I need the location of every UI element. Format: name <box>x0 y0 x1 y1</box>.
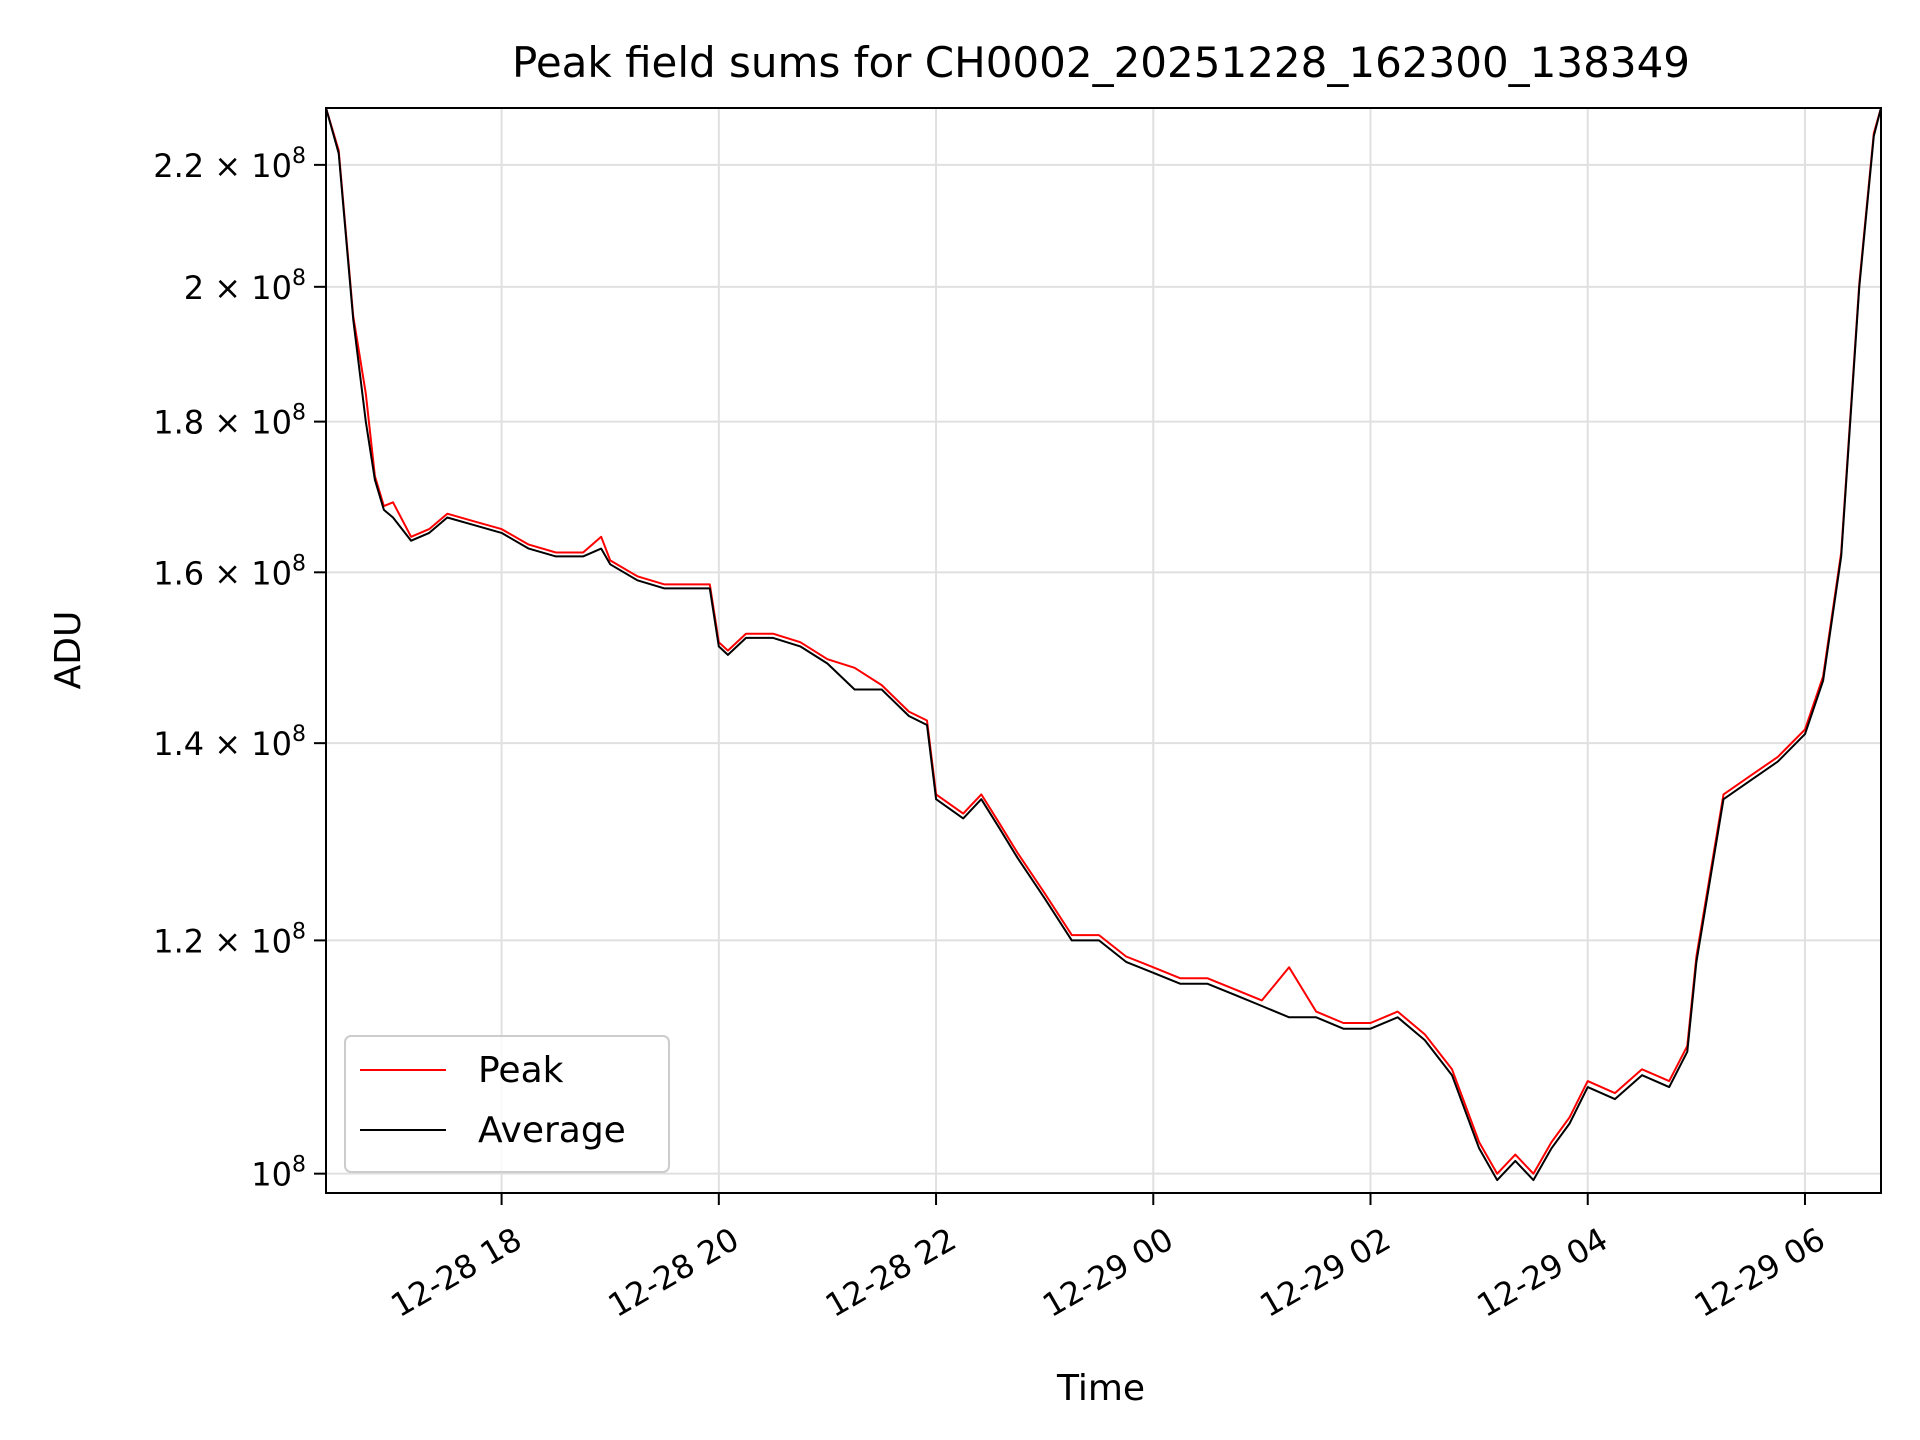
y-tick-label: 1.2 × 108 <box>153 919 306 960</box>
legend-label: Peak <box>478 1050 564 1091</box>
series-line-peak <box>325 107 1882 1175</box>
series-line-average <box>325 107 1882 1182</box>
legend-label: Average <box>478 1110 626 1151</box>
grid <box>326 108 1881 1193</box>
chart-title: Peak field sums for CH0002_20251228_1623… <box>512 38 1690 87</box>
legend: Peak Average <box>344 1035 670 1173</box>
y-tick-label: 1.8 × 108 <box>153 401 306 442</box>
y-tick-label: 108 <box>251 1153 306 1194</box>
x-axis-label: Time <box>1056 1368 1145 1409</box>
y-axis-label: ADU <box>48 611 89 690</box>
y-tick-label: 2.2 × 108 <box>153 144 306 185</box>
y-tick-label: 1.6 × 108 <box>153 551 306 592</box>
plot-lines <box>325 107 1882 1182</box>
y-ticks: 108 1.2 × 108 1.4 × 108 1.6 × 108 1.8 × 108 2… <box>153 144 326 1194</box>
y-tick-label: 1.4 × 108 <box>153 722 306 763</box>
plot-frame <box>325 107 1882 1194</box>
y-tick-label: 2 × 108 <box>184 266 306 307</box>
